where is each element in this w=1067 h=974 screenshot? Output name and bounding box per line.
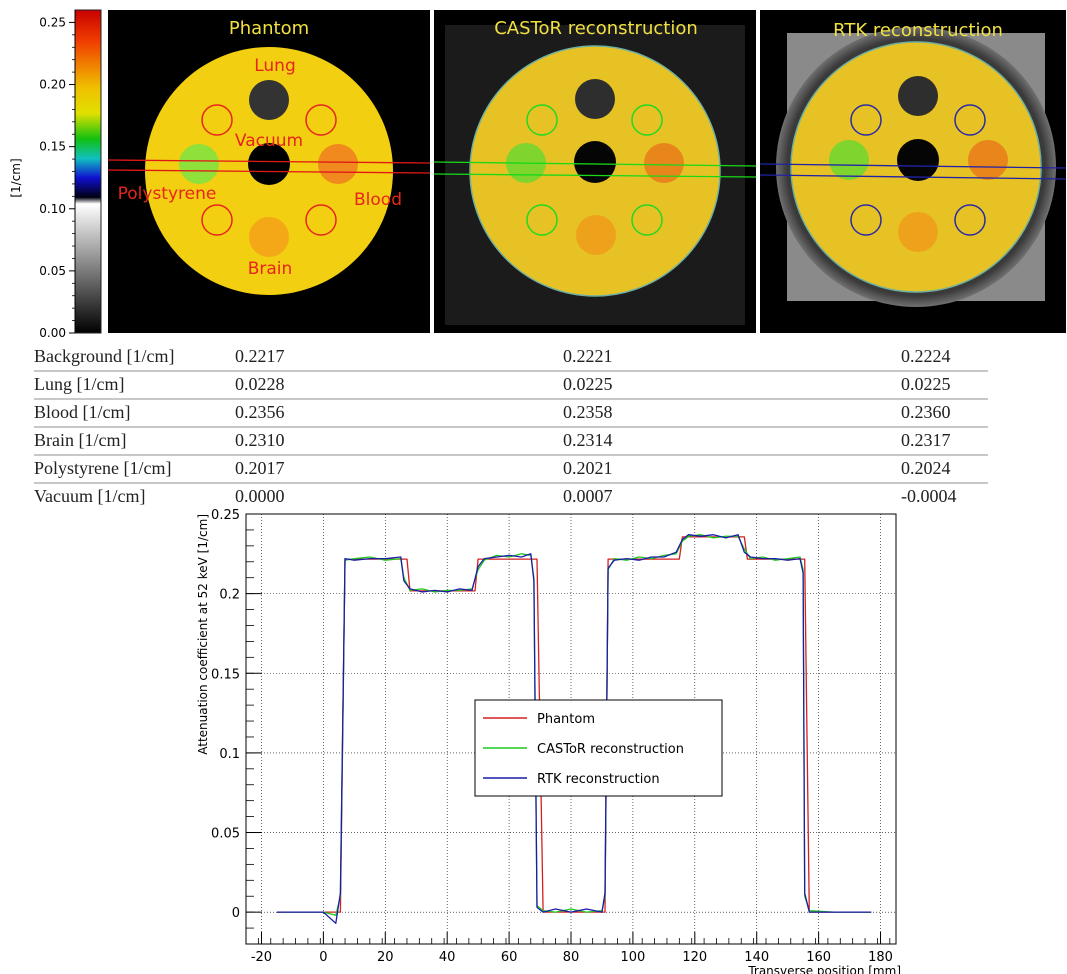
blood-insert [318,144,358,184]
lung-insert [249,80,289,120]
castor-panel: CASToR reconstruction [433,10,757,333]
colorbar [74,9,102,334]
cell-value: 0.0225 [901,374,951,394]
row-label: Brain [1/cm] [34,430,127,450]
x-tick-label: 100 [620,950,645,965]
cell-value: 0.2356 [235,402,285,422]
cell-value: 0.2217 [235,346,285,366]
x-tick-label: 60 [501,950,518,965]
panel-title-phantom: Phantom [229,18,309,39]
label-vacuum: Vacuum [235,131,303,151]
reconstruction-figure: 0.25 0.20 0.15 0.10 0.05 0.00 [1/cm] Phantom … [9,9,1067,340]
cell-value: 0.2021 [563,458,613,478]
y-tick-label: 0.05 [211,827,240,842]
cell-value: 0.2024 [901,458,951,478]
attenuation-table: Background [1/cm] 0.2217 0.2221 0.2224 Lung … [34,344,988,510]
table-row: Brain [1/cm] 0.2310 0.2314 0.2317 [34,428,988,456]
colorbar-tick-label: 0.00 [39,326,66,340]
cell-value: 0.2017 [235,458,285,478]
x-tick-label: 80 [563,950,580,965]
row-label: Blood [1/cm] [34,402,131,422]
profile-line-top [107,159,431,164]
cell-value: 0.2358 [563,402,613,422]
table-row: Polystyrene [1/cm] 0.2017 0.2021 0.2024 [34,456,988,484]
phantom-panel: Phantom Lung Vacuum Polystyrene Blood Br… [107,10,431,333]
colorbar-tick-label: 0.20 [39,78,66,92]
y-tick-label: 0.2 [219,588,240,603]
colorbar-tick-label: 0.10 [39,202,66,216]
label-polystyrene: Polystyrene [118,184,217,204]
rtk-panel: RTK reconstruction [759,10,1067,333]
x-tick-label: 40 [439,950,456,965]
profile-line-bottom [759,174,1067,180]
row-label: Background [1/cm] [34,346,175,366]
colorbar-tick-label: 0.05 [39,264,66,278]
colorbar-axis: 0.25 0.20 0.15 0.10 0.05 0.00 [39,10,76,340]
y-tick-label: 0.15 [211,667,240,682]
series-line [277,536,872,913]
x-tick-label: -20 [251,950,272,965]
row-label: Lung [1/cm] [34,374,125,394]
cell-value: 0.2360 [901,402,951,422]
roi-circles [201,104,337,236]
x-tick-label: 160 [806,950,831,965]
legend-label: Phantom [537,712,595,727]
polystyrene-insert [179,144,219,184]
table-row: Background [1/cm] 0.2217 0.2221 0.2224 [34,344,988,372]
label-lung: Lung [254,56,296,76]
cell-value: 0.2221 [563,346,613,366]
table-row: Blood [1/cm] 0.2356 0.2358 0.2360 [34,400,988,428]
vacuum-insert [248,143,290,185]
colorbar-tick-label: 0.25 [39,15,66,29]
cell-value: 0.2314 [563,430,613,450]
x-tick-label: 20 [377,950,394,965]
label-blood: Blood [354,190,402,210]
x-tick-label: 0 [319,950,327,965]
x-tick-label: 140 [744,950,769,965]
brain-insert [249,217,289,257]
cell-value: 0.2310 [235,430,285,450]
table-row: Lung [1/cm] 0.0228 0.0225 0.0225 [34,372,988,400]
y-axis-label: Attenuation coefficient at 52 keV [1/cm] [196,514,210,755]
row-label: Vacuum [1/cm] [34,486,146,506]
legend-label: CASToR reconstruction [537,742,684,757]
x-axis-label: Transverse position [mm] [747,964,901,974]
label-brain: Brain [248,259,293,279]
legend-label: RTK reconstruction [537,772,660,787]
roi-circles [850,104,986,236]
series-line [277,534,872,924]
row-label: Polystyrene [1/cm] [34,458,172,478]
profile-chart: -20 0 20 40 60 80 100 120 140 160 180 0 0.05 0.1 0.15 0… [196,508,901,974]
y-tick-label: 0.1 [219,747,240,762]
cell-value: 0.0007 [563,486,613,506]
y-tick-label: 0.25 [211,508,240,523]
cell-value: 0.2224 [901,346,951,366]
profile-line-bottom [433,173,757,178]
x-tick-label: 180 [868,950,893,965]
cell-value: 0.0225 [563,374,613,394]
profile-line-top [759,163,1067,169]
cell-value: 0.0228 [235,374,285,394]
colorbar-unit-label: [1/cm] [9,158,23,197]
profile-line-bottom [107,169,431,174]
cell-value: 0.2317 [901,430,951,450]
profile-line-top [433,161,757,167]
table-row: Vacuum [1/cm] 0.0000 0.0007 -0.0004 [34,484,988,510]
roi-circles [526,104,663,236]
panel-title-rtk: RTK reconstruction [833,20,1003,41]
colorbar-tick-label: 0.15 [39,140,66,154]
x-tick-label: 120 [682,950,707,965]
y-tick-label: 0 [232,906,240,921]
cell-value: 0.0000 [235,486,285,506]
cell-value: -0.0004 [901,486,957,506]
panel-title-castor: CASToR reconstruction [494,18,698,39]
